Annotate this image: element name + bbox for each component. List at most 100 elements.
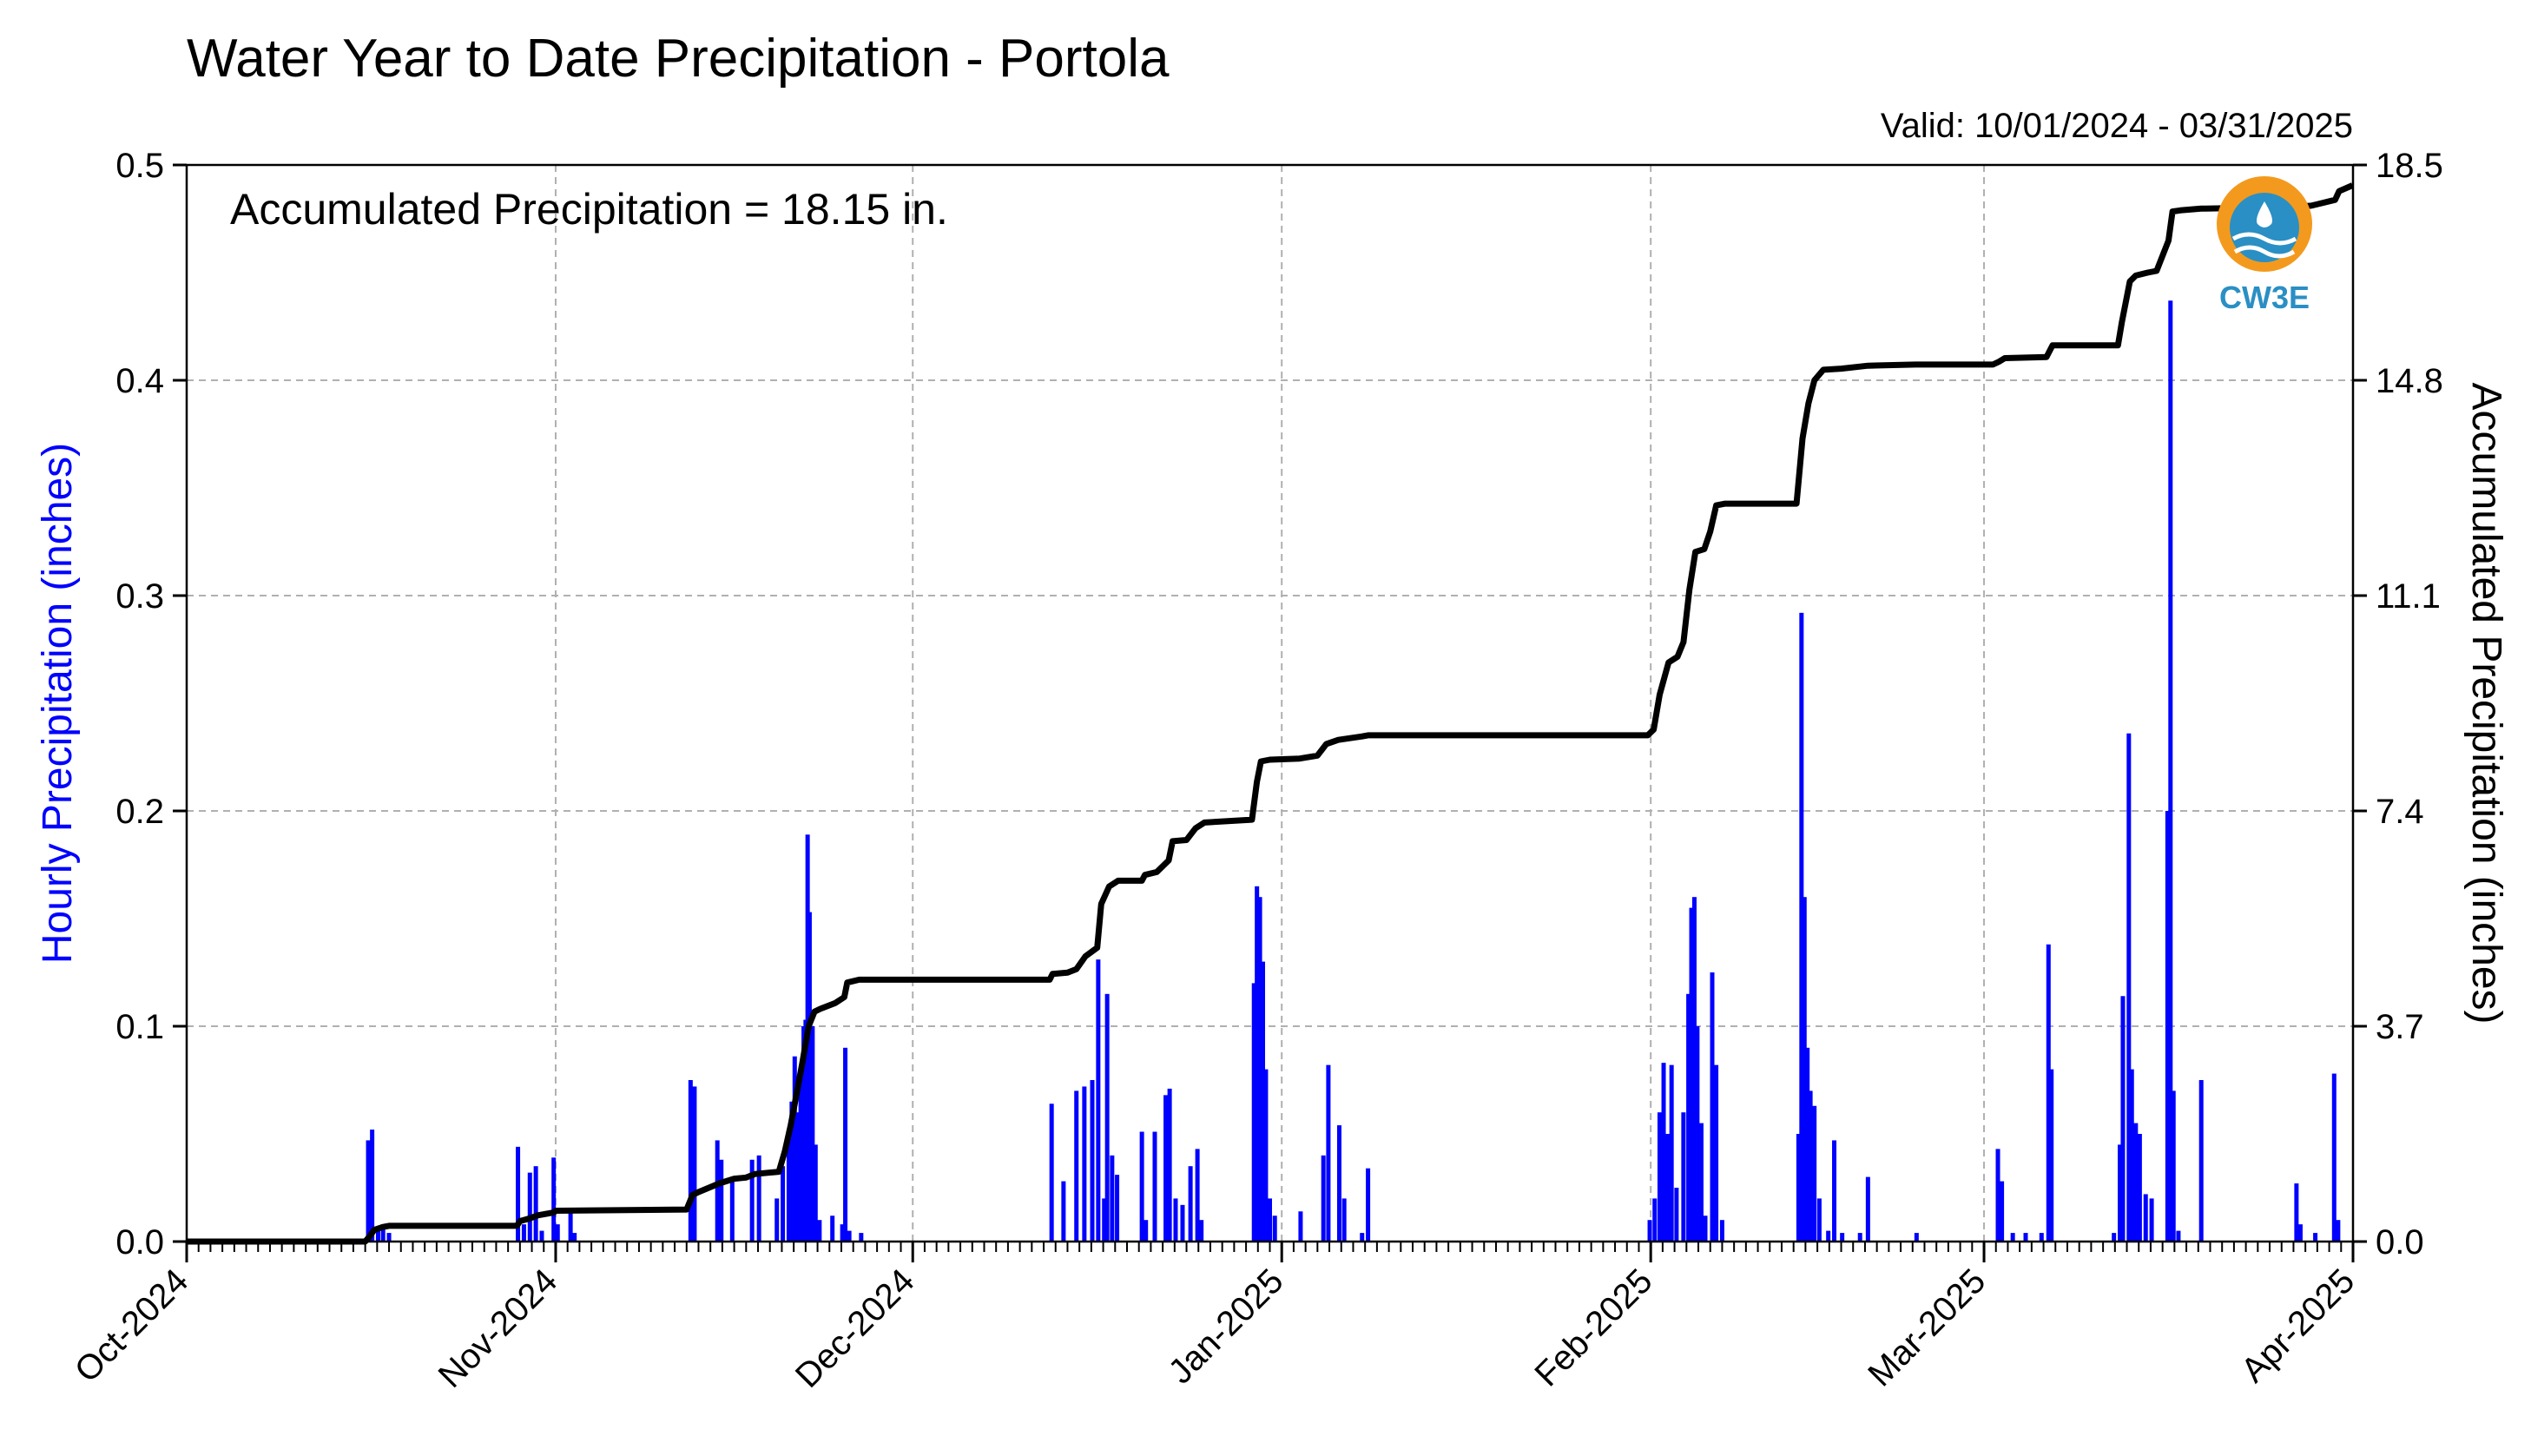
- hourly-bar: [774, 1198, 780, 1242]
- hourly-bar: [521, 1224, 526, 1242]
- y-left-tick-label: 0.4: [115, 362, 164, 400]
- hourly-bar: [533, 1166, 538, 1242]
- hourly-bar: [1808, 1090, 1813, 1242]
- hourly-bar: [2149, 1198, 2154, 1242]
- hourly-bar: [1686, 993, 1691, 1242]
- hourly-bar: [2120, 996, 2126, 1242]
- hourly-bar: [1826, 1230, 1831, 1242]
- hourly-bar: [1691, 897, 1697, 1242]
- hourly-bar: [2133, 1123, 2139, 1242]
- hourly-bar: [1188, 1166, 1193, 1242]
- hourly-bar: [781, 1166, 786, 1242]
- hourly-bar: [1061, 1181, 1066, 1242]
- y-right-tick-label: 7.4: [2376, 793, 2424, 831]
- hourly-bar: [1652, 1198, 1658, 1242]
- hourly-bar: [1661, 1063, 1666, 1242]
- hourly-bar: [1255, 886, 1260, 1242]
- y-right-tick-label: 14.8: [2376, 362, 2443, 400]
- hourly-bar: [1199, 1220, 1204, 1242]
- hourly-bar: [1832, 1140, 1837, 1242]
- hourly-bar: [2171, 1090, 2176, 1242]
- y-left-label: Hourly Precipitation (inches): [35, 443, 81, 964]
- hourly-bar: [1719, 1220, 1724, 1242]
- hourly-bar: [1336, 1125, 1341, 1242]
- accumulated-line: [187, 182, 2354, 1245]
- hourly-bar: [2046, 944, 2051, 1242]
- hourly-bar: [1167, 1088, 1172, 1242]
- logo-wave2-icon: [2233, 245, 2296, 259]
- hourly-bar: [568, 1211, 573, 1242]
- hourly-bar: [2118, 1144, 2123, 1242]
- hourly-bar: [516, 1146, 521, 1242]
- hourly-bar: [1257, 897, 1262, 1242]
- hourly-bar: [1251, 983, 1256, 1242]
- grid-lines: [187, 165, 2353, 1242]
- hourly-bar: [817, 1220, 822, 1242]
- y-right-tick-label: 3.7: [2376, 1008, 2424, 1046]
- hourly-bar: [795, 1112, 801, 1242]
- hourly-bar: [1341, 1198, 1347, 1242]
- y-left-tick-label: 0.0: [115, 1223, 164, 1262]
- hourly-bar: [2143, 1194, 2148, 1242]
- hourly-bar: [386, 1233, 392, 1242]
- hourly-bar: [1865, 1176, 1870, 1242]
- hourly-bar: [719, 1159, 724, 1242]
- hourly-bar: [375, 1229, 380, 1242]
- hourly-bar: [2168, 300, 2173, 1242]
- hourly-bar: [2176, 1230, 2181, 1242]
- y-left-axis-ticks: 0.0 0.1 0.2 0.3 0.4 0.5: [115, 147, 187, 1262]
- hourly-bar: [1840, 1233, 1845, 1242]
- hourly-bar: [555, 1224, 560, 1242]
- hourly-bar: [370, 1130, 375, 1242]
- hourly-bar: [859, 1233, 864, 1242]
- hourly-bar: [1298, 1211, 1303, 1242]
- y-right-axis-ticks: 0.0 3.7 7.4 11.1 14.8 18.5: [2353, 147, 2443, 1262]
- hourly-bar: [1074, 1090, 1079, 1242]
- hourly-bar: [1180, 1204, 1185, 1242]
- hourly-bar: [786, 1130, 791, 1242]
- hourly-bar: [2313, 1233, 2318, 1242]
- hourly-bar: [830, 1216, 835, 1242]
- hourly-bar: [847, 1230, 852, 1242]
- hourly-bar: [1090, 1080, 1095, 1242]
- hourly-bar: [1657, 1112, 1662, 1242]
- valid-range: Valid: 10/01/2024 - 03/31/2025: [1881, 107, 2353, 145]
- hourly-bar: [1710, 972, 1715, 1242]
- hourly-bar: [1665, 1134, 1671, 1242]
- hourly-bar: [539, 1230, 544, 1242]
- hourly-bar: [2297, 1224, 2303, 1242]
- hourly-bar: [688, 1080, 693, 1242]
- logo-drop-icon: [2257, 201, 2272, 227]
- hourly-bar: [798, 1080, 803, 1242]
- hourly-bar: [1049, 1104, 1054, 1242]
- hourly-bar: [2126, 733, 2132, 1242]
- hourly-bar: [843, 1047, 848, 1242]
- hourly-bar: [1681, 1112, 1686, 1242]
- hourly-bar: [715, 1140, 720, 1242]
- hourly-bar: [1115, 1175, 1120, 1242]
- hourly-bar: [380, 1224, 386, 1242]
- hourly-bar: [756, 1155, 761, 1242]
- hourly-bar: [1995, 1149, 2000, 1242]
- hourly-bar: [1326, 1064, 1331, 1242]
- hourly-bar: [1714, 1064, 1719, 1242]
- hourly-bar: [1647, 1220, 1652, 1242]
- y-left-tick-label: 0.2: [115, 793, 164, 831]
- hourly-bar: [1163, 1095, 1169, 1242]
- hourly-bar: [2129, 1069, 2134, 1242]
- hourly-bar: [1689, 907, 1694, 1242]
- y-left-tick-label: 0.1: [115, 1008, 164, 1046]
- hourly-bar: [1805, 1047, 1810, 1242]
- chart-title: Water Year to Date Precipitation - Porto…: [187, 29, 1170, 89]
- hourly-bar: [1360, 1233, 1365, 1242]
- hourly-bar: [2331, 1073, 2337, 1242]
- hourly-bar: [1816, 1198, 1822, 1242]
- hourly-bar: [1139, 1131, 1144, 1242]
- hourly-bar: [1914, 1233, 1919, 1242]
- hourly-bar: [1102, 1198, 1107, 1242]
- hourly-bar: [366, 1140, 371, 1242]
- logo-wave-icon: [2231, 232, 2297, 246]
- hourly-bar: [1796, 1134, 1801, 1242]
- hourly-bar: [2137, 1134, 2142, 1242]
